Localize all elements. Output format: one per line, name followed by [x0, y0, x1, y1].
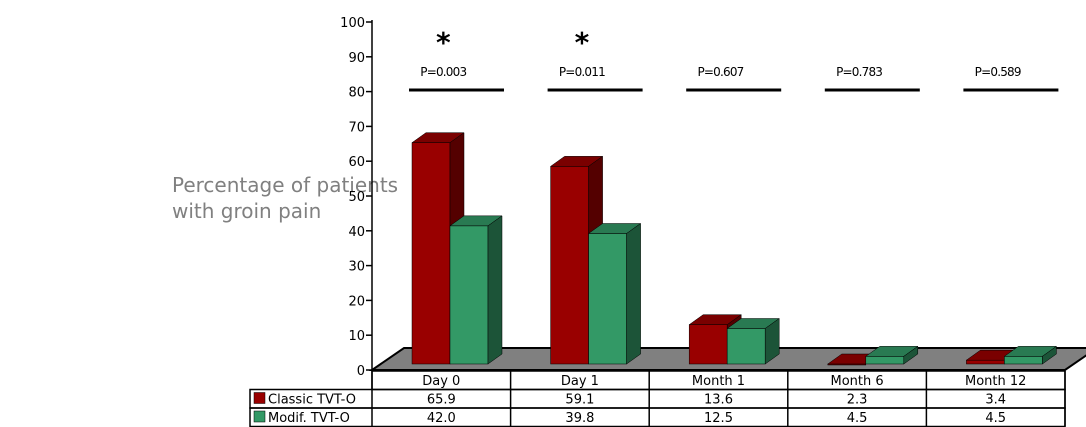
- table-value: 4.5: [985, 411, 1006, 426]
- table-value: 3.4: [985, 393, 1006, 408]
- y-tick-label: 60: [348, 155, 365, 170]
- bar: [966, 359, 1005, 365]
- p-value-label: P=0.783: [836, 65, 882, 79]
- x-category-label: Month 1: [692, 374, 745, 389]
- table-value: 39.8: [565, 411, 594, 426]
- bar-side: [1042, 345, 1057, 365]
- y-tick-label: 90: [348, 51, 365, 66]
- bar: [411, 142, 451, 365]
- y-tick-label: 40: [348, 225, 365, 240]
- bar-side: [903, 345, 919, 365]
- p-value-label: P=0.589: [975, 65, 1021, 79]
- p-value-label: P=0.607: [697, 65, 743, 79]
- p-value-label: P=0.011: [559, 65, 605, 79]
- y-tick-label: 30: [348, 260, 365, 275]
- bar: [726, 328, 766, 365]
- table-value: 4.5: [847, 411, 868, 426]
- bar: [550, 166, 589, 365]
- table-value: 2.3: [847, 393, 868, 408]
- table-value: 42.0: [427, 411, 456, 426]
- legend-swatch: [253, 410, 266, 423]
- legend-label: Modif. TVT-O: [268, 411, 350, 426]
- y-tick-label: 0: [357, 364, 365, 379]
- bar-side: [764, 318, 780, 365]
- significance-asterisk: *: [436, 26, 451, 59]
- table-value: 13.6: [704, 393, 733, 408]
- x-category-label: Month 6: [831, 374, 884, 389]
- table-value: 12.5: [704, 411, 733, 426]
- x-category-label: Month 12: [965, 374, 1026, 389]
- bar: [588, 233, 627, 365]
- y-tick-label: 10: [348, 329, 365, 344]
- y-tick-label: 50: [348, 190, 365, 205]
- bar-side: [487, 215, 503, 365]
- y-tick-label: 80: [348, 86, 365, 101]
- legend-label: Classic TVT-O: [268, 393, 356, 408]
- bar-side: [626, 223, 641, 365]
- p-value-label: P=0.003: [420, 65, 466, 79]
- bar: [1004, 356, 1043, 365]
- significance-asterisk: *: [575, 26, 590, 59]
- x-category-label: Day 0: [422, 374, 460, 389]
- table-value: 59.1: [565, 393, 594, 408]
- y-tick-label: 100: [340, 16, 365, 31]
- bar: [865, 356, 905, 365]
- x-category-label: Day 1: [561, 374, 599, 389]
- bar: [449, 225, 489, 365]
- legend-swatch: [253, 392, 266, 404]
- table-value: 65.9: [427, 393, 456, 408]
- bar: [688, 324, 728, 365]
- y-tick-label: 70: [348, 120, 365, 135]
- y-tick-label: 20: [348, 294, 365, 309]
